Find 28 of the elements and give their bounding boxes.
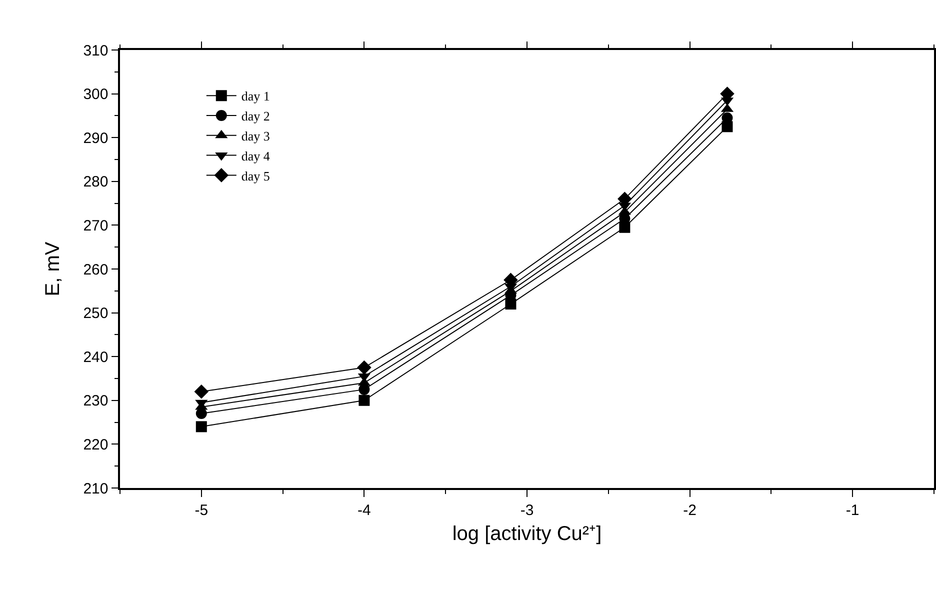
y-tick-label: 270	[83, 217, 108, 234]
y-tick-label: 260	[83, 261, 108, 278]
legend-label: day 5	[241, 168, 270, 184]
y-tick-label: 230	[83, 392, 108, 410]
legend-label: day 1	[241, 88, 270, 104]
x-tick-label: -1	[846, 502, 860, 519]
point	[194, 384, 209, 399]
x-axis-title: log [activity Cu²⁺]	[452, 522, 602, 545]
point	[196, 408, 207, 420]
y-tick-label: 220	[83, 436, 108, 454]
x-tick-label: -5	[194, 502, 208, 519]
y-tick-label: 300	[83, 86, 108, 104]
y-tick-label: 310	[83, 42, 108, 60]
y-tick-label: 290	[83, 130, 108, 147]
point	[196, 421, 207, 432]
y-tick-label: 240	[83, 348, 108, 366]
legend-label: day 3	[241, 128, 270, 144]
y-tick-label: 250	[83, 305, 108, 322]
x-tick-label: -2	[683, 502, 696, 519]
x-tick-label: -3	[520, 502, 534, 519]
y-axis-title: E, mV	[42, 241, 64, 296]
y-tick-label: 280	[83, 174, 108, 191]
y-tick-label: 210	[83, 480, 108, 498]
point	[358, 394, 370, 406]
point	[357, 360, 372, 375]
legend-label: day 2	[241, 108, 270, 124]
legend-label: day 4	[241, 148, 270, 164]
x-tick-label: -4	[358, 502, 371, 519]
